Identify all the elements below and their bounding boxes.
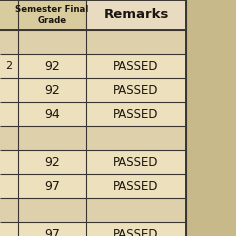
Bar: [18, 126, 86, 150]
Bar: [18, 174, 86, 198]
Bar: [86, 54, 186, 78]
Text: PASSED: PASSED: [113, 180, 159, 193]
Text: 97: 97: [44, 180, 60, 193]
Bar: [86, 102, 186, 126]
Bar: [18, 54, 86, 78]
Bar: [0, 222, 18, 236]
Text: 2: 2: [5, 61, 13, 71]
Text: PASSED: PASSED: [113, 156, 159, 169]
Bar: [0, 30, 18, 54]
Text: PASSED: PASSED: [113, 228, 159, 236]
Text: 94: 94: [44, 108, 60, 121]
Bar: [86, 0, 186, 30]
Bar: [0, 54, 18, 78]
Text: PASSED: PASSED: [113, 84, 159, 97]
Bar: [18, 102, 86, 126]
Bar: [0, 0, 186, 236]
Bar: [0, 78, 18, 102]
Bar: [18, 78, 86, 102]
Bar: [18, 150, 86, 174]
Text: PASSED: PASSED: [113, 108, 159, 121]
Bar: [86, 222, 186, 236]
Bar: [18, 30, 86, 54]
Text: 97: 97: [44, 228, 60, 236]
Bar: [0, 150, 18, 174]
Bar: [0, 126, 18, 150]
Text: Remarks: Remarks: [103, 8, 169, 21]
Bar: [86, 126, 186, 150]
Bar: [18, 222, 86, 236]
Text: 92: 92: [44, 156, 60, 169]
Bar: [18, 198, 86, 222]
Text: PASSED: PASSED: [113, 59, 159, 72]
Bar: [0, 174, 18, 198]
Bar: [0, 0, 186, 236]
Bar: [86, 150, 186, 174]
Bar: [0, 102, 18, 126]
Bar: [86, 30, 186, 54]
Bar: [86, 78, 186, 102]
Text: Semester Final
Grade: Semester Final Grade: [15, 5, 89, 25]
Text: 92: 92: [44, 84, 60, 97]
Bar: [18, 0, 86, 30]
Bar: [0, 198, 18, 222]
Bar: [86, 198, 186, 222]
Bar: [86, 174, 186, 198]
Text: 92: 92: [44, 59, 60, 72]
Bar: [0, 0, 18, 30]
